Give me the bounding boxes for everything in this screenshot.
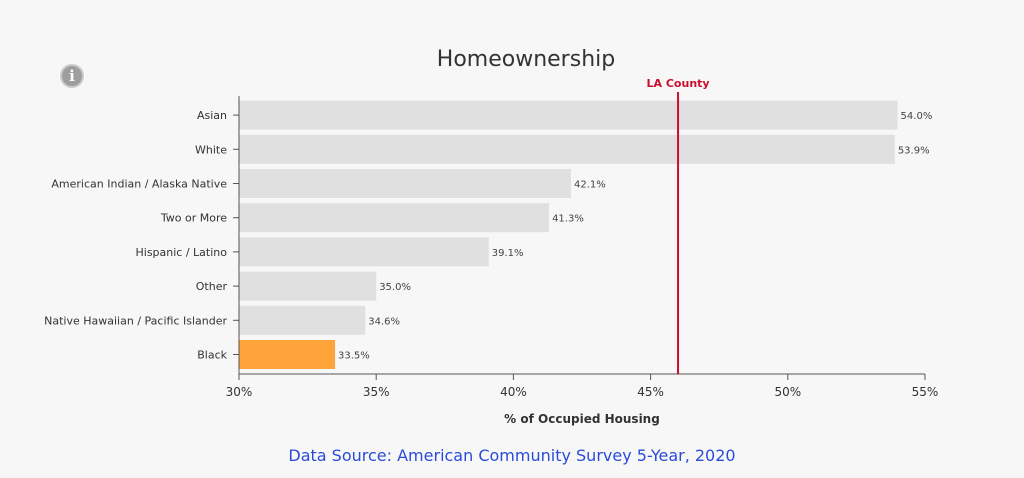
x-axis-label: % of Occupied Housing xyxy=(504,412,660,426)
bars-layer: Asian 54.0% White 53.9% American Indian / Al… xyxy=(44,100,933,369)
bar-two-or-more[interactable] xyxy=(239,203,550,233)
bar-native-hawaiian-pacific-islander[interactable] xyxy=(239,305,366,335)
homeownership-chart: Homeownership Asian 54.0% White 53.9% Americ… xyxy=(44,47,939,426)
x-tick-label: 55% xyxy=(912,385,939,399)
x-tick-label: 40% xyxy=(500,385,527,399)
value-label-hispanic-latino: 39.1% xyxy=(492,248,524,259)
value-label-american-indian-alaska-native: 42.1% xyxy=(574,180,606,191)
info-icon[interactable]: i xyxy=(60,64,84,88)
bar-hispanic-latino[interactable] xyxy=(239,237,489,267)
category-label-american-indian-alaska-native: American Indian / Alaska Native xyxy=(51,178,227,191)
value-label-asian: 54.0% xyxy=(901,111,933,122)
bar-american-indian-alaska-native[interactable] xyxy=(239,169,572,198)
category-label-asian: Asian xyxy=(197,109,227,122)
bar-asian[interactable] xyxy=(239,100,898,130)
category-label-native-hawaiian-pacific-islander: Native Hawaiian / Pacific Islander xyxy=(44,314,227,327)
x-tick-label: 50% xyxy=(774,385,801,399)
bar-black[interactable] xyxy=(239,340,336,369)
value-label-other: 35.0% xyxy=(379,282,411,293)
category-label-white: White xyxy=(195,143,227,156)
reference-line-label: LA County xyxy=(647,77,710,90)
chart-title: Homeownership xyxy=(437,47,615,72)
value-label-two-or-more: 41.3% xyxy=(552,214,584,225)
category-label-hispanic-latino: Hispanic / Latino xyxy=(136,246,228,259)
category-label-black: Black xyxy=(197,349,227,362)
value-label-native-hawaiian-pacific-islander: 34.6% xyxy=(368,316,400,327)
reference-line-group: LA County xyxy=(647,77,710,374)
x-tick-label: 45% xyxy=(637,385,664,399)
bar-other[interactable] xyxy=(239,271,377,301)
x-axis: 30% 35% 40% 45% 50% 55% xyxy=(226,96,939,399)
data-source-note: Data Source: American Community Survey 5… xyxy=(288,446,736,465)
value-label-white: 53.9% xyxy=(898,145,930,156)
x-tick-label: 30% xyxy=(226,385,253,399)
bar-white[interactable] xyxy=(239,134,895,164)
category-label-other: Other xyxy=(196,280,228,293)
x-tick-label: 35% xyxy=(363,385,390,399)
value-label-black: 33.5% xyxy=(338,351,370,362)
category-label-two-or-more: Two or More xyxy=(160,212,227,225)
